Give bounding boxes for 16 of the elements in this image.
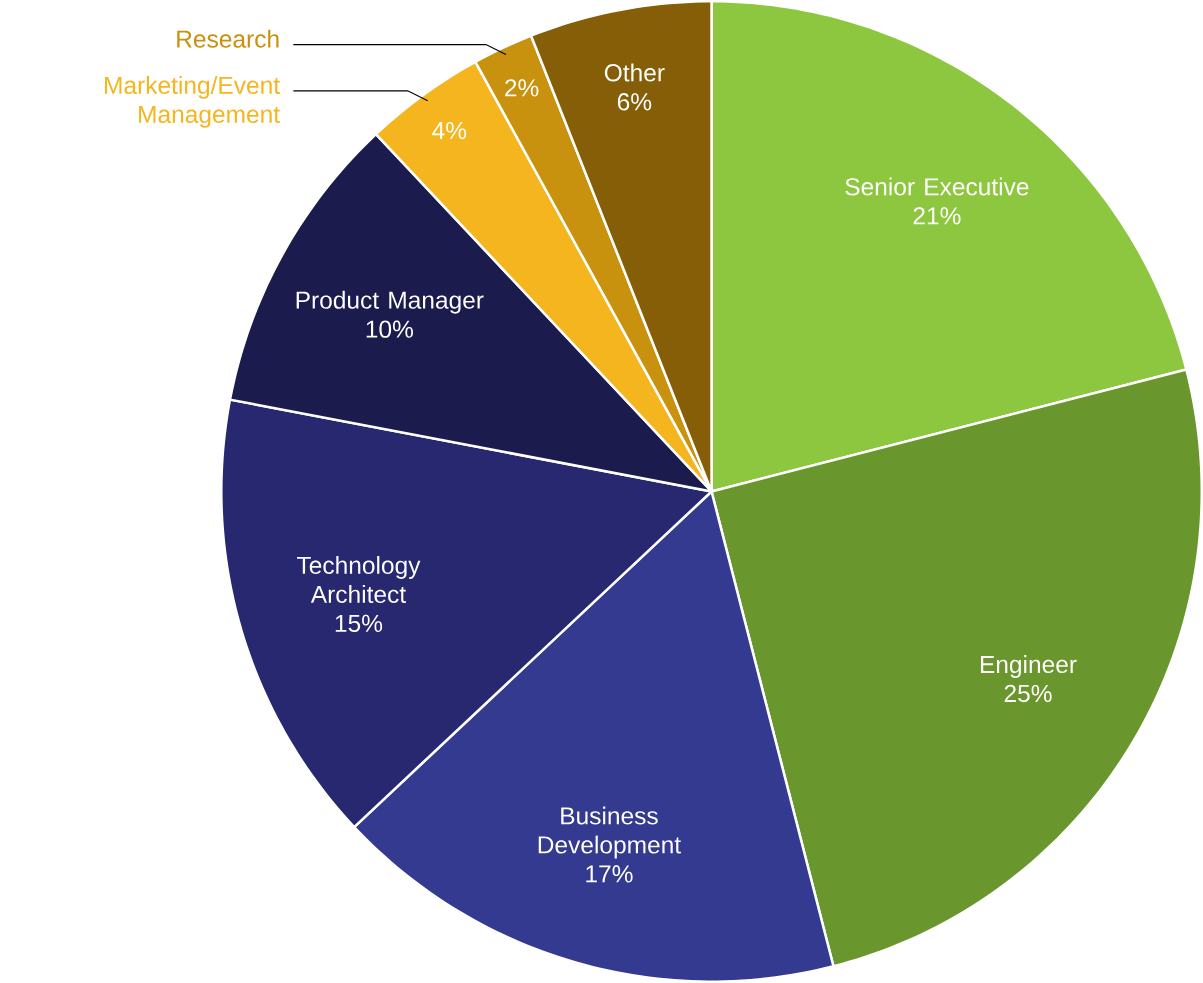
data-label: 21% xyxy=(913,207,961,225)
slice-label: Product Manager xyxy=(296,290,484,314)
slice-label: Research xyxy=(177,29,279,48)
slice-label: Engineer xyxy=(980,655,1077,678)
slice-label: Other xyxy=(604,63,665,82)
data-label: 2% xyxy=(505,79,539,97)
data-label: 25% xyxy=(1004,684,1052,703)
slice-label: Senior Executive xyxy=(845,177,1029,196)
slice-label: Marketing/Event Management xyxy=(105,76,280,128)
slice-label: Technology Architect xyxy=(297,556,421,604)
data-label: 10% xyxy=(366,320,413,338)
data-label: 4% xyxy=(432,122,467,140)
slice-label: Business Development xyxy=(538,806,681,859)
data-label: 17% xyxy=(586,865,633,883)
data-label: 15% xyxy=(335,614,383,633)
data-label: 6% xyxy=(617,93,652,111)
